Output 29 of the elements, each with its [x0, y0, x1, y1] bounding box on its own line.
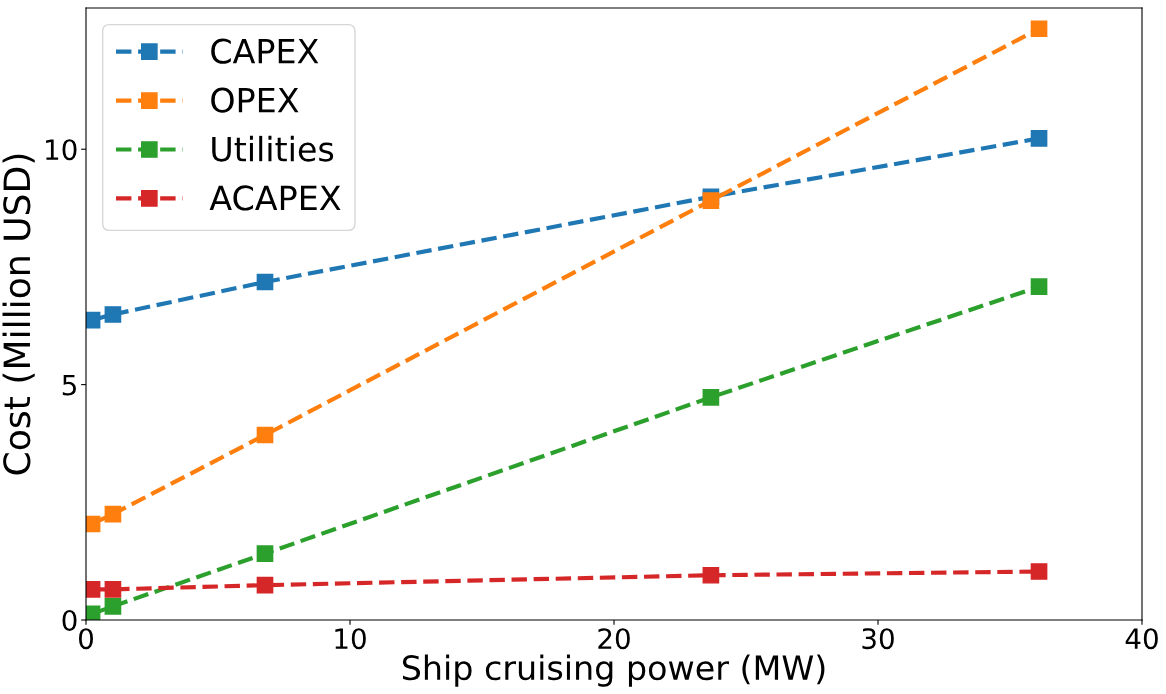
x-tick-label: 30	[862, 628, 894, 650]
point	[702, 566, 720, 584]
y-tick-label: 0	[62, 609, 77, 631]
point	[1030, 130, 1048, 147]
legend-label: Utilities	[212, 135, 334, 162]
x-tick-label: 0	[78, 628, 93, 650]
y-axis-title: Cost (Million USD)	[2, 154, 35, 475]
point	[104, 598, 122, 615]
legend-label: ACAPEX	[209, 185, 341, 211]
x-axis-title: Ship cruising power (MW)	[402, 654, 825, 687]
point	[104, 581, 122, 598]
y-tick-label: 10	[46, 139, 77, 161]
point	[256, 426, 274, 444]
point	[702, 388, 720, 406]
legend-label: CAPEX	[211, 38, 319, 64]
y-tick-label: 5	[62, 374, 76, 396]
point	[256, 273, 274, 291]
point	[104, 306, 122, 323]
point	[256, 545, 274, 562]
x-tick-label: 40	[1125, 628, 1158, 650]
point	[256, 576, 274, 594]
point	[1030, 278, 1048, 296]
legend-label: OPEX	[211, 87, 299, 113]
x-tick-label: 10	[335, 628, 366, 650]
point	[104, 505, 122, 523]
point	[1030, 563, 1048, 580]
x-tick-label: 20	[598, 628, 630, 650]
point	[702, 192, 720, 209]
point	[1030, 20, 1048, 38]
